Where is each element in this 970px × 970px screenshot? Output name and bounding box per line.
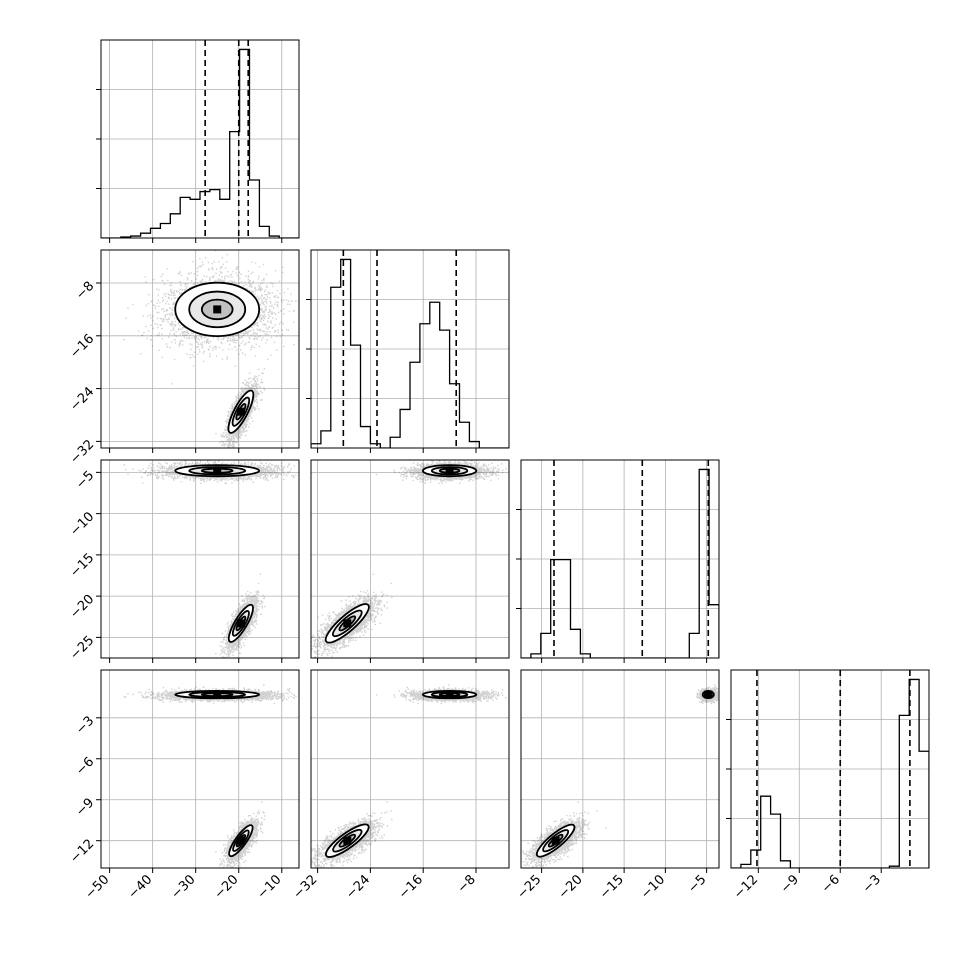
sample-cloud (123, 684, 297, 868)
y-tick-label: −25 (67, 633, 97, 663)
panel-frame (310, 459, 510, 659)
density-peak (213, 466, 222, 475)
x-tick-label: −10 (255, 872, 285, 902)
y-tick-label: −10 (67, 509, 97, 539)
panel-frame (310, 249, 510, 449)
panel-3-3: −12 −9 −6 −3 (726, 669, 930, 902)
x-tick-label: −6 (819, 872, 843, 896)
histogram-step (101, 48, 299, 238)
panel-frame (310, 669, 510, 869)
x-tick-label: −5 (685, 872, 709, 896)
panel-1-1 (306, 249, 510, 453)
panel-frame (520, 669, 720, 869)
histogram-step (521, 468, 719, 658)
panel-frame (520, 459, 720, 659)
x-tick-label: −30 (169, 872, 199, 902)
density-peak (343, 619, 352, 628)
y-tick-label: −32 (67, 437, 97, 467)
sample-points (123, 684, 297, 868)
x-tick-label: −32 (290, 872, 320, 902)
panel-frame (100, 39, 300, 239)
panel-2-0: −25 −20 −15 −10 −5 (67, 459, 300, 663)
x-tick-label: −12 (731, 872, 761, 902)
sample-points (311, 684, 507, 868)
panel-2-2 (516, 459, 720, 663)
y-tick-label: −24 (67, 384, 97, 414)
x-tick-label: −8 (455, 872, 479, 896)
y-tick-label: −15 (67, 551, 97, 581)
sample-cloud (123, 250, 297, 448)
density-peak (213, 305, 222, 314)
panel-2-1 (310, 459, 510, 663)
panel-3-1: −32 −24 −16 −8 (290, 669, 510, 902)
panel-3-2: −25 −20 −15 −10 −5 (514, 669, 720, 902)
density-peak (213, 690, 222, 699)
x-tick-label: −16 (396, 872, 426, 902)
y-tick-label: −5 (73, 468, 97, 492)
density-peak (343, 836, 352, 845)
sample-cloud (123, 460, 297, 658)
x-tick-label: −15 (597, 872, 627, 902)
x-tick-label: −40 (125, 872, 155, 902)
x-tick-label: −10 (638, 872, 668, 902)
x-tick-label: −25 (514, 872, 544, 902)
panel-1-0: −32 −24 −16 −8 (67, 249, 300, 467)
x-tick-label: −20 (556, 872, 586, 902)
panel-frame (730, 669, 930, 869)
x-tick-label: −9 (778, 872, 802, 896)
histogram-step (311, 258, 509, 448)
density-peak (445, 466, 454, 475)
density-peak (704, 690, 713, 699)
y-tick-label: −8 (73, 279, 97, 303)
sample-cloud (521, 684, 719, 868)
panel-frame (100, 249, 300, 449)
panel-frame (100, 669, 300, 869)
panel-frame (100, 459, 300, 659)
y-tick-label: −16 (67, 332, 97, 362)
histogram-step (731, 678, 929, 868)
y-tick-label: −3 (73, 714, 97, 738)
y-tick-label: −6 (73, 755, 97, 779)
y-tick-label: −9 (73, 795, 97, 819)
x-tick-label: −3 (860, 872, 884, 896)
density-peak (236, 619, 245, 628)
y-tick-label: −20 (67, 592, 97, 622)
density-peak (236, 836, 245, 845)
density-peak (445, 690, 454, 699)
x-tick-label: −50 (82, 872, 112, 902)
x-tick-label: −24 (343, 872, 373, 902)
y-tick-label: −12 (67, 836, 97, 866)
x-tick-label: −20 (212, 872, 242, 902)
panel-0-0 (96, 39, 300, 243)
density-peak (551, 836, 560, 845)
density-peak (236, 407, 245, 416)
panel-3-0: −12 −9 −6 −3 −50 −40 −30 −20 −10 (67, 669, 300, 902)
sample-cloud (311, 684, 507, 868)
sample-cloud (311, 460, 507, 658)
